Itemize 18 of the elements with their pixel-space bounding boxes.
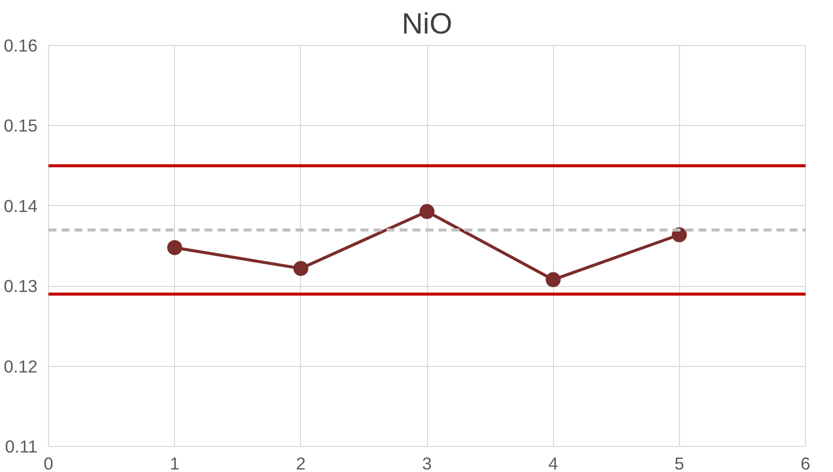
chart-title: NiO: [402, 8, 452, 40]
x-tick-label: 1: [170, 454, 180, 472]
x-tick-label: 3: [422, 454, 432, 472]
x-tick-label: 5: [674, 454, 684, 472]
x-tick-label: 2: [296, 454, 306, 472]
point: [293, 260, 308, 276]
y-tick-label: 0.11: [5, 436, 38, 456]
point: [420, 204, 434, 219]
y-tick-label: 0.12: [4, 356, 38, 376]
y-tick-label: 0.15: [4, 116, 38, 136]
y-tick-label: 0.16: [4, 36, 38, 56]
x-tick-label: 4: [548, 454, 558, 472]
point: [546, 272, 561, 288]
x-tick-label: 0: [44, 454, 54, 472]
y-tick-label: 0.14: [4, 196, 38, 216]
x-tick-label: 6: [800, 454, 810, 472]
point: [167, 240, 182, 256]
y-tick-label: 0.13: [4, 276, 38, 296]
